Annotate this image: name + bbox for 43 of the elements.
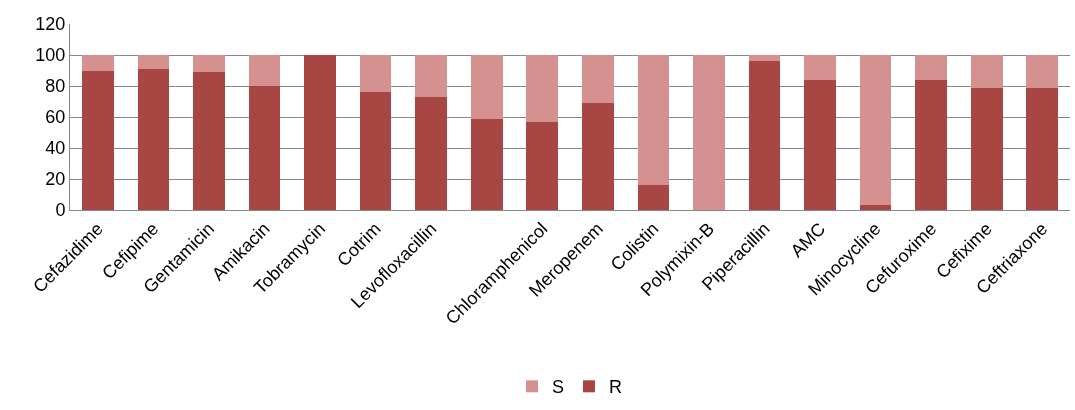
- bar: [137, 55, 170, 69]
- bar: [248, 86, 281, 210]
- bar: [748, 55, 781, 62]
- legend-label: S: [552, 377, 565, 398]
- bar: [915, 79, 947, 210]
- bar: [748, 61, 781, 210]
- y-tick-label: 0: [55, 200, 66, 221]
- bar: [470, 55, 503, 119]
- bar: [581, 103, 614, 210]
- bar: [804, 55, 836, 80]
- bar: [359, 55, 392, 93]
- bar: [526, 121, 559, 210]
- y-tick-label: 60: [45, 107, 66, 128]
- legend-label: R: [609, 377, 623, 398]
- bar: [859, 55, 892, 206]
- bar: [470, 118, 503, 210]
- y-tick-label: 20: [45, 169, 66, 190]
- bar: [637, 55, 670, 186]
- bar: [637, 185, 670, 210]
- bar: [304, 55, 336, 210]
- bar: [804, 79, 836, 210]
- bar: [526, 55, 559, 122]
- bar: [248, 55, 281, 86]
- bar: [415, 96, 447, 210]
- bar: [915, 55, 947, 80]
- bar: [1026, 55, 1059, 88]
- bar: [193, 72, 225, 210]
- bar: [137, 68, 170, 210]
- bar: [1026, 87, 1059, 210]
- bar: [359, 92, 392, 210]
- bar: [859, 205, 892, 210]
- y-tick-label: 100: [35, 45, 66, 66]
- bar: [81, 70, 114, 210]
- bar: [581, 55, 614, 104]
- bar: [193, 55, 225, 73]
- y-tick-label: 120: [35, 14, 66, 35]
- bar: [970, 87, 1003, 210]
- bar: [970, 55, 1003, 88]
- bar: [81, 55, 114, 71]
- y-tick-label: 40: [45, 138, 66, 159]
- y-tick-label: 80: [45, 76, 66, 97]
- bar: [693, 55, 725, 210]
- bar: [415, 55, 447, 97]
